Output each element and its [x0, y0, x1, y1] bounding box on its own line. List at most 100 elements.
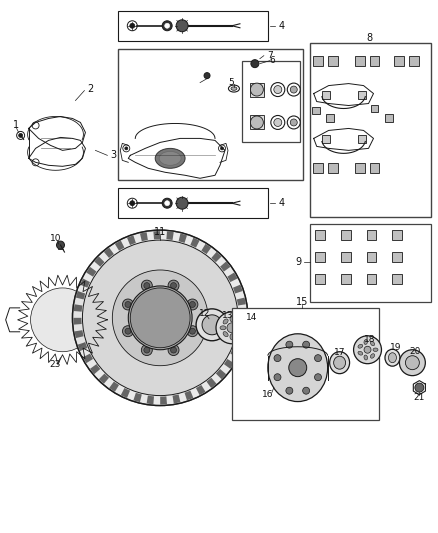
Ellipse shape [236, 319, 241, 324]
Circle shape [162, 21, 172, 31]
Bar [367, 252, 377, 262]
Circle shape [274, 354, 281, 361]
Circle shape [170, 347, 177, 353]
Bar [314, 230, 325, 240]
Ellipse shape [287, 83, 300, 96]
Wedge shape [74, 330, 84, 338]
Ellipse shape [358, 344, 363, 348]
Circle shape [176, 20, 188, 32]
Ellipse shape [330, 352, 350, 374]
Text: 3: 3 [110, 150, 117, 160]
Circle shape [406, 356, 419, 370]
Circle shape [130, 23, 135, 28]
Circle shape [125, 328, 131, 334]
Wedge shape [86, 267, 96, 277]
Circle shape [353, 336, 381, 364]
Circle shape [144, 347, 150, 353]
Bar [313, 163, 323, 173]
Text: 23: 23 [50, 360, 61, 369]
Circle shape [128, 286, 192, 350]
Wedge shape [230, 348, 240, 357]
Circle shape [251, 60, 259, 68]
Bar [118, 11, 268, 41]
Ellipse shape [271, 83, 285, 96]
Text: 10: 10 [50, 233, 61, 243]
Ellipse shape [371, 341, 374, 346]
Ellipse shape [251, 116, 263, 129]
Circle shape [216, 312, 248, 344]
Bar [357, 135, 366, 143]
Circle shape [82, 240, 238, 395]
Circle shape [31, 288, 95, 352]
Bar [250, 116, 264, 130]
Circle shape [127, 198, 137, 208]
Text: 7: 7 [267, 51, 273, 60]
Circle shape [123, 299, 134, 310]
Circle shape [189, 328, 195, 334]
Bar [310, 43, 431, 217]
Circle shape [141, 345, 152, 356]
Circle shape [123, 145, 130, 152]
Circle shape [168, 345, 179, 356]
Wedge shape [147, 395, 154, 405]
Wedge shape [121, 388, 130, 398]
Bar [341, 252, 350, 262]
Wedge shape [127, 236, 136, 245]
Wedge shape [104, 248, 114, 258]
Circle shape [162, 198, 172, 208]
Bar [250, 83, 264, 96]
Circle shape [141, 280, 152, 291]
Ellipse shape [371, 354, 374, 358]
Wedge shape [224, 359, 234, 369]
Wedge shape [238, 324, 247, 332]
Bar [341, 274, 350, 284]
Circle shape [112, 270, 208, 366]
Bar [313, 55, 323, 66]
Ellipse shape [373, 348, 378, 351]
Circle shape [274, 374, 281, 381]
Bar [371, 104, 378, 112]
Wedge shape [83, 353, 93, 363]
Bar [310, 224, 431, 302]
Wedge shape [233, 285, 243, 294]
Text: 11: 11 [154, 227, 166, 237]
Circle shape [144, 282, 150, 288]
Ellipse shape [290, 119, 297, 126]
Ellipse shape [334, 356, 346, 369]
Circle shape [127, 21, 137, 31]
Text: 1: 1 [13, 120, 19, 131]
Bar [410, 55, 419, 66]
Text: 4: 4 [279, 198, 285, 208]
Text: 15: 15 [296, 297, 308, 307]
Bar [328, 163, 338, 173]
Circle shape [168, 280, 179, 291]
Bar [321, 91, 330, 99]
Circle shape [303, 387, 310, 394]
Circle shape [364, 346, 371, 353]
Bar [357, 91, 366, 99]
Bar [367, 230, 377, 240]
Circle shape [202, 315, 222, 335]
Text: 8: 8 [367, 33, 373, 43]
Wedge shape [216, 369, 226, 379]
Wedge shape [235, 336, 244, 345]
Circle shape [72, 230, 248, 406]
Ellipse shape [230, 334, 234, 340]
Ellipse shape [220, 326, 226, 330]
Circle shape [130, 288, 190, 348]
Bar [355, 163, 364, 173]
Bar [395, 55, 404, 66]
Text: 18: 18 [364, 335, 375, 344]
Text: 13: 13 [222, 311, 234, 320]
Ellipse shape [231, 87, 237, 90]
Wedge shape [115, 240, 124, 251]
Circle shape [32, 159, 39, 166]
Bar [385, 115, 393, 123]
Circle shape [165, 23, 170, 28]
Ellipse shape [358, 351, 363, 355]
Bar [392, 252, 403, 262]
Bar [326, 115, 334, 123]
Bar [118, 49, 303, 180]
Circle shape [57, 241, 64, 249]
Circle shape [125, 302, 131, 308]
